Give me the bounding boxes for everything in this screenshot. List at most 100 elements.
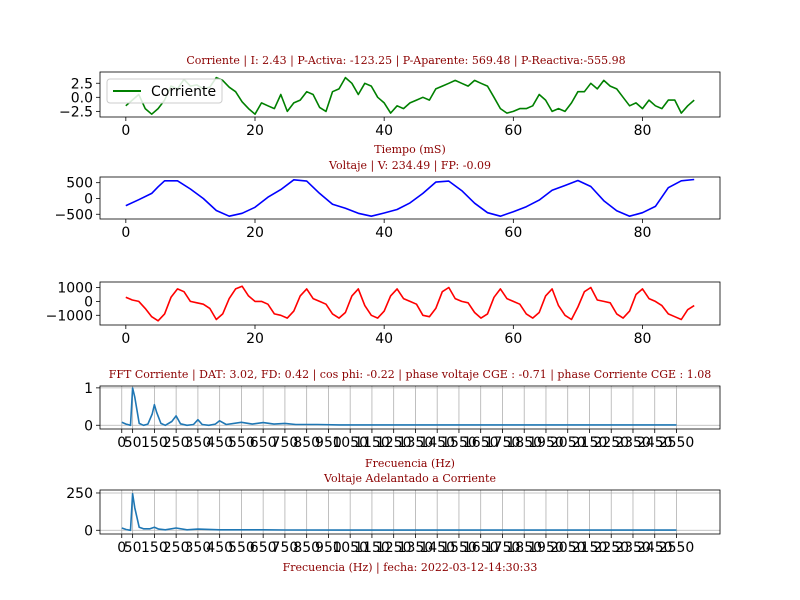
y-tick-label: −1000 [46, 308, 93, 324]
legend-label-corriente: Corriente [151, 84, 216, 100]
x-tick-label: 80 [634, 123, 652, 139]
y-tick-label: 0.0 [71, 90, 93, 106]
x-tick-label: 1450 [419, 435, 455, 451]
x-tick-label: 650 [250, 540, 277, 556]
x-tick-label: 250 [163, 540, 190, 556]
x-tick-label: 0 [117, 540, 126, 556]
x-tick-label: 850 [293, 540, 320, 556]
x-tick-label: 1950 [528, 435, 564, 451]
fft-corriente-plot-area: 050 1502503504505506507508509501050115012… [84, 381, 721, 451]
x-tick-label: 1750 [485, 540, 521, 556]
x-tick-label: 550 [228, 435, 255, 451]
voltaje-title: Voltaje | V: 234.49 | FP: -0.09 [328, 159, 491, 173]
y-tick-label: 250 [66, 486, 93, 502]
y-tick-label: −500 [55, 207, 93, 223]
x-tick-label: 1750 [485, 435, 521, 451]
legend-box [106, 78, 223, 104]
x-tick-label: 60 [504, 225, 522, 241]
axes-frame [99, 385, 721, 430]
x-tick-label: 80 [634, 331, 652, 347]
x-tick-label: 80 [634, 225, 652, 241]
series-line-1-0 [125, 178, 695, 217]
x-tick-label: 2050 [550, 435, 586, 451]
x-tick-label: 250 [163, 435, 190, 451]
x-tick-label: 40 [375, 331, 393, 347]
x-tick-label: 2350 [615, 540, 651, 556]
x-tick-label: 2150 [572, 540, 608, 556]
x-tick-label: 1550 [441, 540, 477, 556]
axes-frame [99, 489, 721, 535]
x-tick-label: 150 [141, 435, 168, 451]
axes-frame [99, 176, 721, 220]
x-tick-label: 1850 [506, 435, 542, 451]
fft-corriente-xlabel: Frecuencia (Hz) [365, 457, 455, 470]
axes-frame [99, 71, 721, 118]
x-tick-label: 40 [375, 123, 393, 139]
fft-voltaje-xlabel: Frecuencia (Hz) | fecha: 2022-03-12-14:3… [283, 561, 538, 575]
panel-corriente: Corriente | I: 2.43 | P-Activa: -123.25 … [59, 54, 721, 156]
x-tick-label: 0 [121, 331, 130, 347]
x-tick-label: 1550 [441, 435, 477, 451]
x-tick-label: 450 [206, 435, 233, 451]
x-tick-label: 150 [141, 540, 168, 556]
panel-voltaje: Voltaje | V: 234.49 | FP: -0.09 0 20 40 60 8… [55, 159, 721, 241]
y-tick-label: 1 [84, 381, 93, 397]
y-tick-label: 0 [84, 294, 93, 310]
x-tick-label: 2550 [659, 540, 695, 556]
x-tick-label: 450 [206, 540, 233, 556]
y-tick-label: 0 [84, 191, 93, 207]
corriente-plot-area: 0 20 40 60 80 2.50.0−2.5 [59, 71, 721, 139]
fft-voltaje-title: Voltaje Adelantado a Corriente [323, 472, 496, 485]
x-tick-label: 1350 [398, 435, 434, 451]
fft-corriente-title: FFT Corriente | DAT: 3.02, FD: 0.42 | co… [109, 368, 712, 382]
x-tick-label: 2350 [615, 435, 651, 451]
x-tick-label: 1450 [419, 540, 455, 556]
x-tick-label: 1150 [354, 435, 390, 451]
x-tick-label: 950 [315, 540, 342, 556]
y-tick-label: 1000 [57, 281, 93, 297]
x-tick-label: 20 [246, 331, 264, 347]
x-tick-label: 750 [272, 540, 299, 556]
x-tick-label: 1150 [354, 540, 390, 556]
fft-voltaje-plot-area: 050 1502503504505506507508509501050115012… [66, 486, 721, 556]
x-tick-label: 1350 [398, 540, 434, 556]
axes-frame [99, 281, 721, 326]
x-tick-label: 2450 [637, 540, 673, 556]
x-tick-label: 550 [228, 540, 255, 556]
x-tick-label: 60 [504, 331, 522, 347]
panel-fft-voltaje: Voltaje Adelantado a Corriente 050 150250… [66, 472, 721, 575]
x-tick-label: 2050 [550, 540, 586, 556]
panel-fft-corriente: FFT Corriente | DAT: 3.02, FD: 0.42 | co… [84, 368, 721, 470]
x-tick-label: 350 [185, 435, 212, 451]
y-tick-label: −2.5 [59, 104, 93, 120]
x-tick-label: 650 [250, 435, 277, 451]
x-tick-label: 850 [293, 435, 320, 451]
corriente-title: Corriente | I: 2.43 | P-Activa: -123.25 … [186, 54, 625, 68]
x-tick-label: 2150 [572, 435, 608, 451]
corriente-xlabel: Tiempo (mS) [374, 143, 446, 156]
x-tick-label: 2450 [637, 435, 673, 451]
x-tick-label: 50 [124, 540, 142, 556]
x-tick-label: 40 [375, 225, 393, 241]
series-line-3-0 [121, 387, 677, 427]
x-tick-label: 1650 [463, 435, 499, 451]
x-tick-label: 50 [124, 435, 142, 451]
y-tick-label: 0 [84, 523, 93, 539]
x-tick-label: 1250 [376, 435, 412, 451]
y-tick-label: 2.5 [71, 76, 93, 92]
x-tick-label: 750 [272, 435, 299, 451]
x-tick-label: 1250 [376, 540, 412, 556]
x-tick-label: 2250 [593, 540, 629, 556]
x-tick-label: 950 [315, 435, 342, 451]
x-tick-label: 2250 [593, 435, 629, 451]
x-tick-label: 20 [246, 123, 264, 139]
y-tick-label: 0 [84, 418, 93, 434]
y-tick-label: 500 [66, 176, 93, 192]
x-tick-label: 1850 [506, 540, 542, 556]
x-tick-label: 0 [121, 123, 130, 139]
series-line-2-0 [125, 285, 695, 322]
x-tick-label: 1650 [463, 540, 499, 556]
